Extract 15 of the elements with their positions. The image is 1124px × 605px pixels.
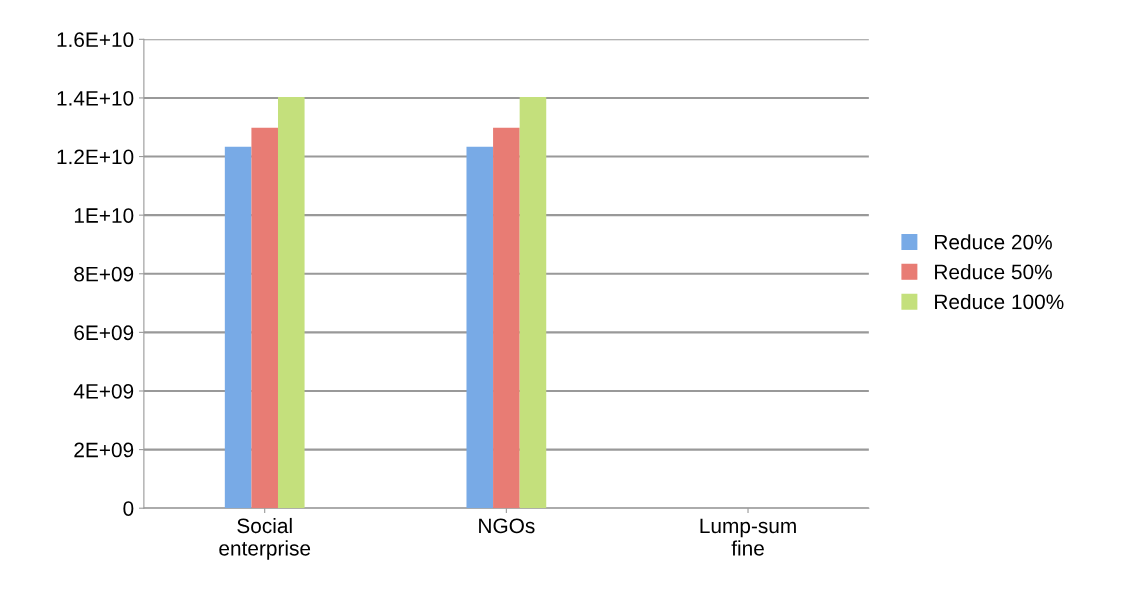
y-tick-label: 2E+09 (74, 442, 134, 458)
y-tick-label: 0 (123, 501, 134, 516)
legend-label: Reduce 100% (935, 293, 1064, 310)
y-tick-label: 1E+10 (74, 208, 134, 223)
legend-label: Reduce 50% (935, 264, 1052, 280)
y-tick-label: 8E+09 (74, 266, 134, 282)
legend-label: Reduce 20% (935, 234, 1052, 250)
x-tick-label: Lump-sum fine (700, 518, 796, 556)
y-tick-label: 4E+09 (73, 383, 134, 399)
y-tick-label: 6E+09 (74, 325, 134, 341)
y-tick-label: 1.2E+10 (57, 149, 134, 165)
x-tick-label: Social enterprise (219, 517, 311, 560)
y-tick-label: 1.6E+10 (57, 32, 134, 48)
y-tick-label: 1.4E+10 (57, 90, 134, 106)
x-tick-label: NGOs (479, 518, 535, 534)
